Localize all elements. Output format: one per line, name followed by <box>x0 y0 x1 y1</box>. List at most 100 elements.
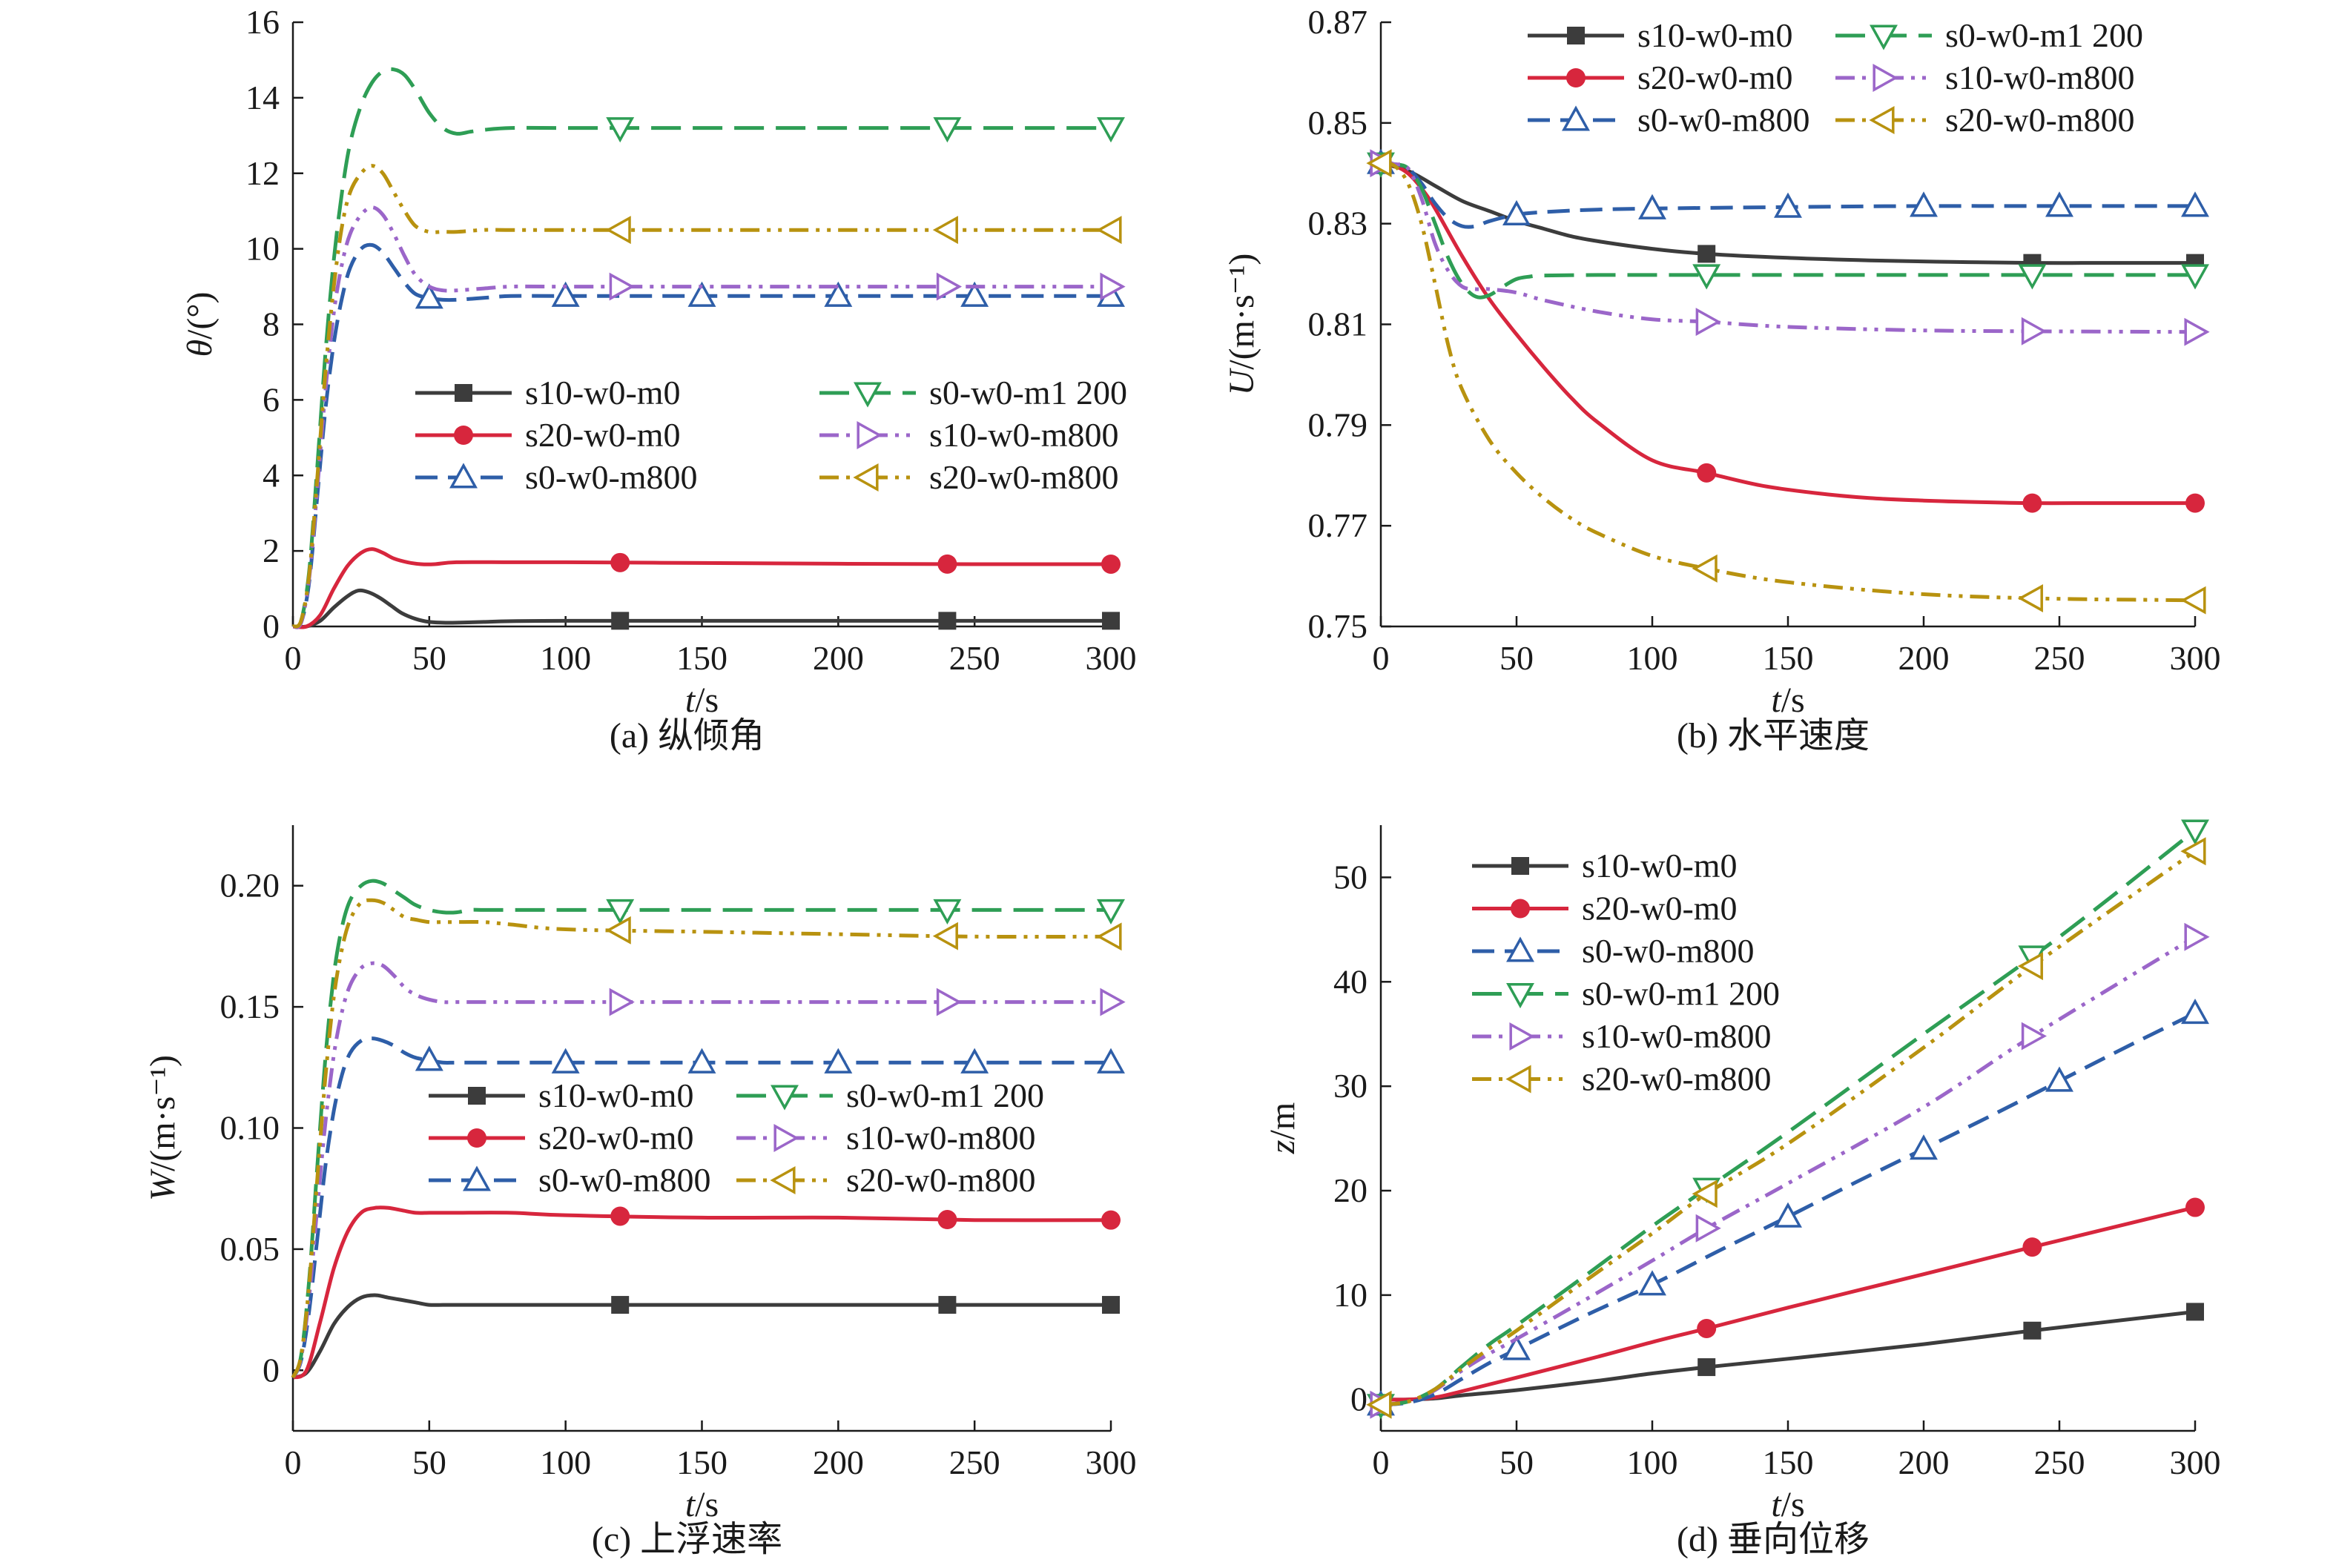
y-tick-label: 0.15 <box>220 988 280 1025</box>
series-s20-w0-m0 <box>1371 153 2205 513</box>
y-tick-label: 0.05 <box>220 1230 280 1268</box>
x-tick-label: 0 <box>1373 1443 1390 1481</box>
data-point-marker <box>611 1296 630 1314</box>
legend-marker <box>1562 105 1590 131</box>
series-line <box>291 879 1111 1379</box>
x-tick-label: 0 <box>1373 639 1390 677</box>
data-point-marker <box>2023 1321 2042 1340</box>
data-point-marker <box>1695 308 1721 337</box>
panel-caption: (b) 水平速度 <box>1677 716 1870 755</box>
series-s20-w0-m800 <box>1366 837 2206 1419</box>
legend-label: s20-w0-m800 <box>929 458 1119 496</box>
data-point-marker <box>1102 612 1120 630</box>
panel-caption: (a) 纵倾角 <box>610 716 765 755</box>
y-axis-title: z/m <box>1263 1102 1302 1154</box>
data-point-marker <box>1638 1270 1666 1296</box>
data-point-marker <box>2185 1197 2205 1217</box>
data-point-marker <box>1692 1180 1718 1208</box>
legend-marker <box>1505 1065 1531 1094</box>
legend-item-s10-w0-m0: s10-w0-m0 <box>1472 847 1738 884</box>
legend: s10-w0-m0 s0-w0-m1 200 s20-w0-m0 s10-w0-m80… <box>429 1076 1044 1199</box>
legend-label: s10-w0-m0 <box>1637 16 1793 54</box>
legend-item-s0-w0-m800: s0-w0-m800 <box>1528 101 1810 139</box>
data-point-marker <box>1101 554 1121 574</box>
x-axis-title: t/s <box>685 1485 719 1524</box>
legend-marker <box>1511 857 1529 875</box>
series-s10-w0-m0 <box>1380 1303 2204 1402</box>
legend-label: s20-w0-m800 <box>1582 1060 1772 1098</box>
data-point-marker <box>1101 1210 1121 1230</box>
series-s10-w0-m800 <box>1370 922 2210 1419</box>
legend-item-s10-w0-m0: s10-w0-m0 <box>429 1076 694 1114</box>
legend-label: s0-w0-m1 200 <box>1582 975 1780 1013</box>
legend-item-s0-w0-m1200: s0-w0-m1 200 <box>1472 975 1780 1013</box>
x-tick-label: 100 <box>540 639 591 677</box>
data-point-marker <box>1695 1214 1721 1243</box>
series-line <box>1380 1205 2196 1402</box>
series-s0-w0-m1200 <box>291 67 1125 629</box>
legend-item-s0-w0-m1200: s0-w0-m1 200 <box>736 1076 1044 1114</box>
data-point-marker <box>2184 317 2210 346</box>
series-line <box>1380 850 2197 1407</box>
x-tick-label: 300 <box>1086 639 1137 677</box>
panel-caption: (c) 上浮速率 <box>592 1520 782 1559</box>
data-point-marker <box>936 272 963 301</box>
x-tick-label: 300 <box>2170 639 2221 677</box>
data-point-marker <box>1100 272 1126 301</box>
y-tick-label: 0 <box>263 1351 280 1389</box>
data-point-marker <box>2017 583 2043 612</box>
legend-marker <box>1509 1022 1535 1051</box>
data-point-marker <box>932 922 958 950</box>
data-point-marker <box>2021 1022 2048 1051</box>
legend-item-s20-w0-m800: s20-w0-m800 <box>736 1161 1036 1199</box>
y-tick-label: 40 <box>1333 962 1367 1000</box>
panel-b: 0 50 100 150 200 250 300 0.75 0.77 0.79 0.81 0.83 0.… <box>1222 3 2221 755</box>
legend-label: s20-w0-m800 <box>1945 101 2135 139</box>
data-point-marker <box>1697 1358 1716 1377</box>
legend-item-s20-w0-m0: s20-w0-m0 <box>429 1119 694 1157</box>
legend-item-s20-w0-m0: s20-w0-m0 <box>1472 890 1738 927</box>
data-point-marker <box>415 1045 443 1071</box>
data-point-marker <box>2022 493 2042 513</box>
legend-item-s10-w0-m0: s10-w0-m0 <box>1528 16 1793 54</box>
legend-item-s20-w0-m800: s20-w0-m800 <box>1835 101 2135 139</box>
series-s20-w0-m800 <box>1366 149 2206 615</box>
data-point-marker <box>415 283 443 309</box>
legend-label: s0-w0-m1 200 <box>1945 16 2143 54</box>
y-tick-label: 6 <box>263 380 280 418</box>
series-line <box>291 1036 1111 1379</box>
data-point-marker <box>2181 191 2209 217</box>
series-s0-w0-m1200 <box>291 879 1125 1379</box>
y-tick-label: 0.77 <box>1308 506 1368 544</box>
series-line <box>291 898 1112 1379</box>
data-point-marker <box>1097 117 1125 143</box>
data-point-marker <box>2017 952 2043 981</box>
data-point-marker <box>2185 493 2205 513</box>
series-s10-w0-m800 <box>291 205 1126 629</box>
data-point-marker <box>1100 988 1126 1016</box>
legend-label: s10-w0-m800 <box>929 416 1119 454</box>
data-point-marker <box>551 1048 580 1074</box>
data-point-marker <box>1910 191 1938 217</box>
data-point-marker <box>960 281 989 307</box>
legend-item-s20-w0-m800: s20-w0-m800 <box>1472 1060 1772 1098</box>
legend-item-s10-w0-m800: s10-w0-m800 <box>1472 1017 1772 1055</box>
series-s10-w0-m800 <box>291 961 1126 1379</box>
data-point-marker <box>1910 1134 1938 1160</box>
legend-label: s20-w0-m0 <box>1582 890 1738 927</box>
data-point-marker <box>609 988 635 1016</box>
data-point-marker <box>1096 216 1122 245</box>
panel-d: 0 50 100 150 200 250 300 0 10 20 30 40 50 t/s z/m (d) 垂… <box>1263 819 2221 1559</box>
data-point-marker <box>1638 193 1666 219</box>
data-point-marker <box>2180 837 2206 866</box>
x-tick-label: 150 <box>1763 1443 1814 1481</box>
legend-marker <box>854 382 882 408</box>
x-axis-title: t/s <box>1771 1485 1804 1524</box>
data-point-marker <box>610 552 630 572</box>
series-s0-w0-m800 <box>291 1036 1125 1379</box>
series-line <box>291 961 1111 1379</box>
legend-marker <box>1511 899 1530 919</box>
legend-marker <box>857 421 882 449</box>
series-s20-w0-m800 <box>291 164 1122 629</box>
legend-label: s0-w0-m800 <box>1637 101 1810 139</box>
